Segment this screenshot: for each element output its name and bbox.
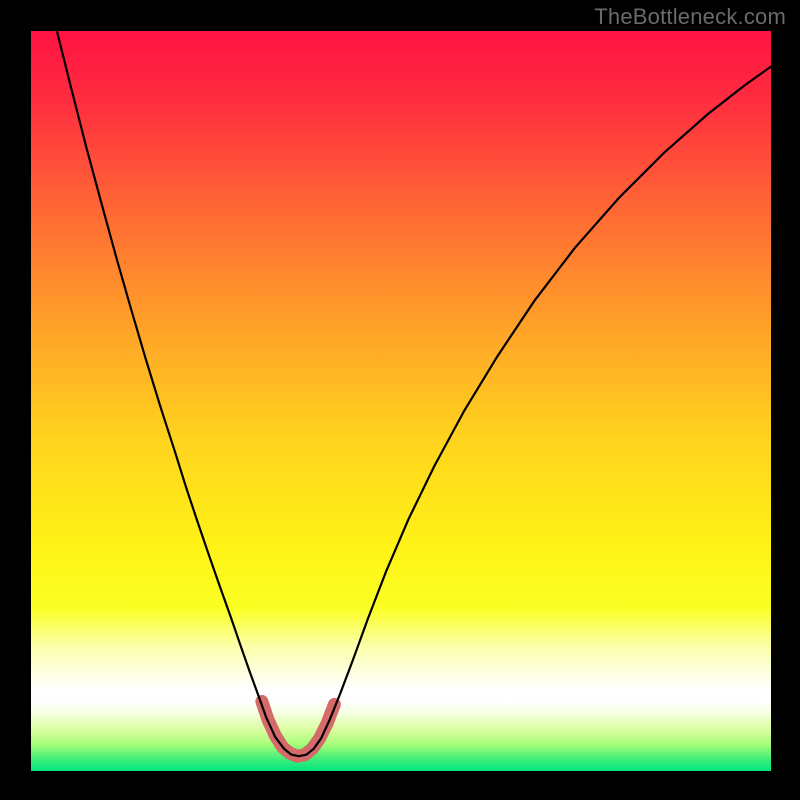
- plot-area: [31, 31, 771, 771]
- gradient-background: [31, 31, 771, 771]
- plot-svg: [31, 31, 771, 771]
- watermark-text: TheBottleneck.com: [594, 4, 786, 30]
